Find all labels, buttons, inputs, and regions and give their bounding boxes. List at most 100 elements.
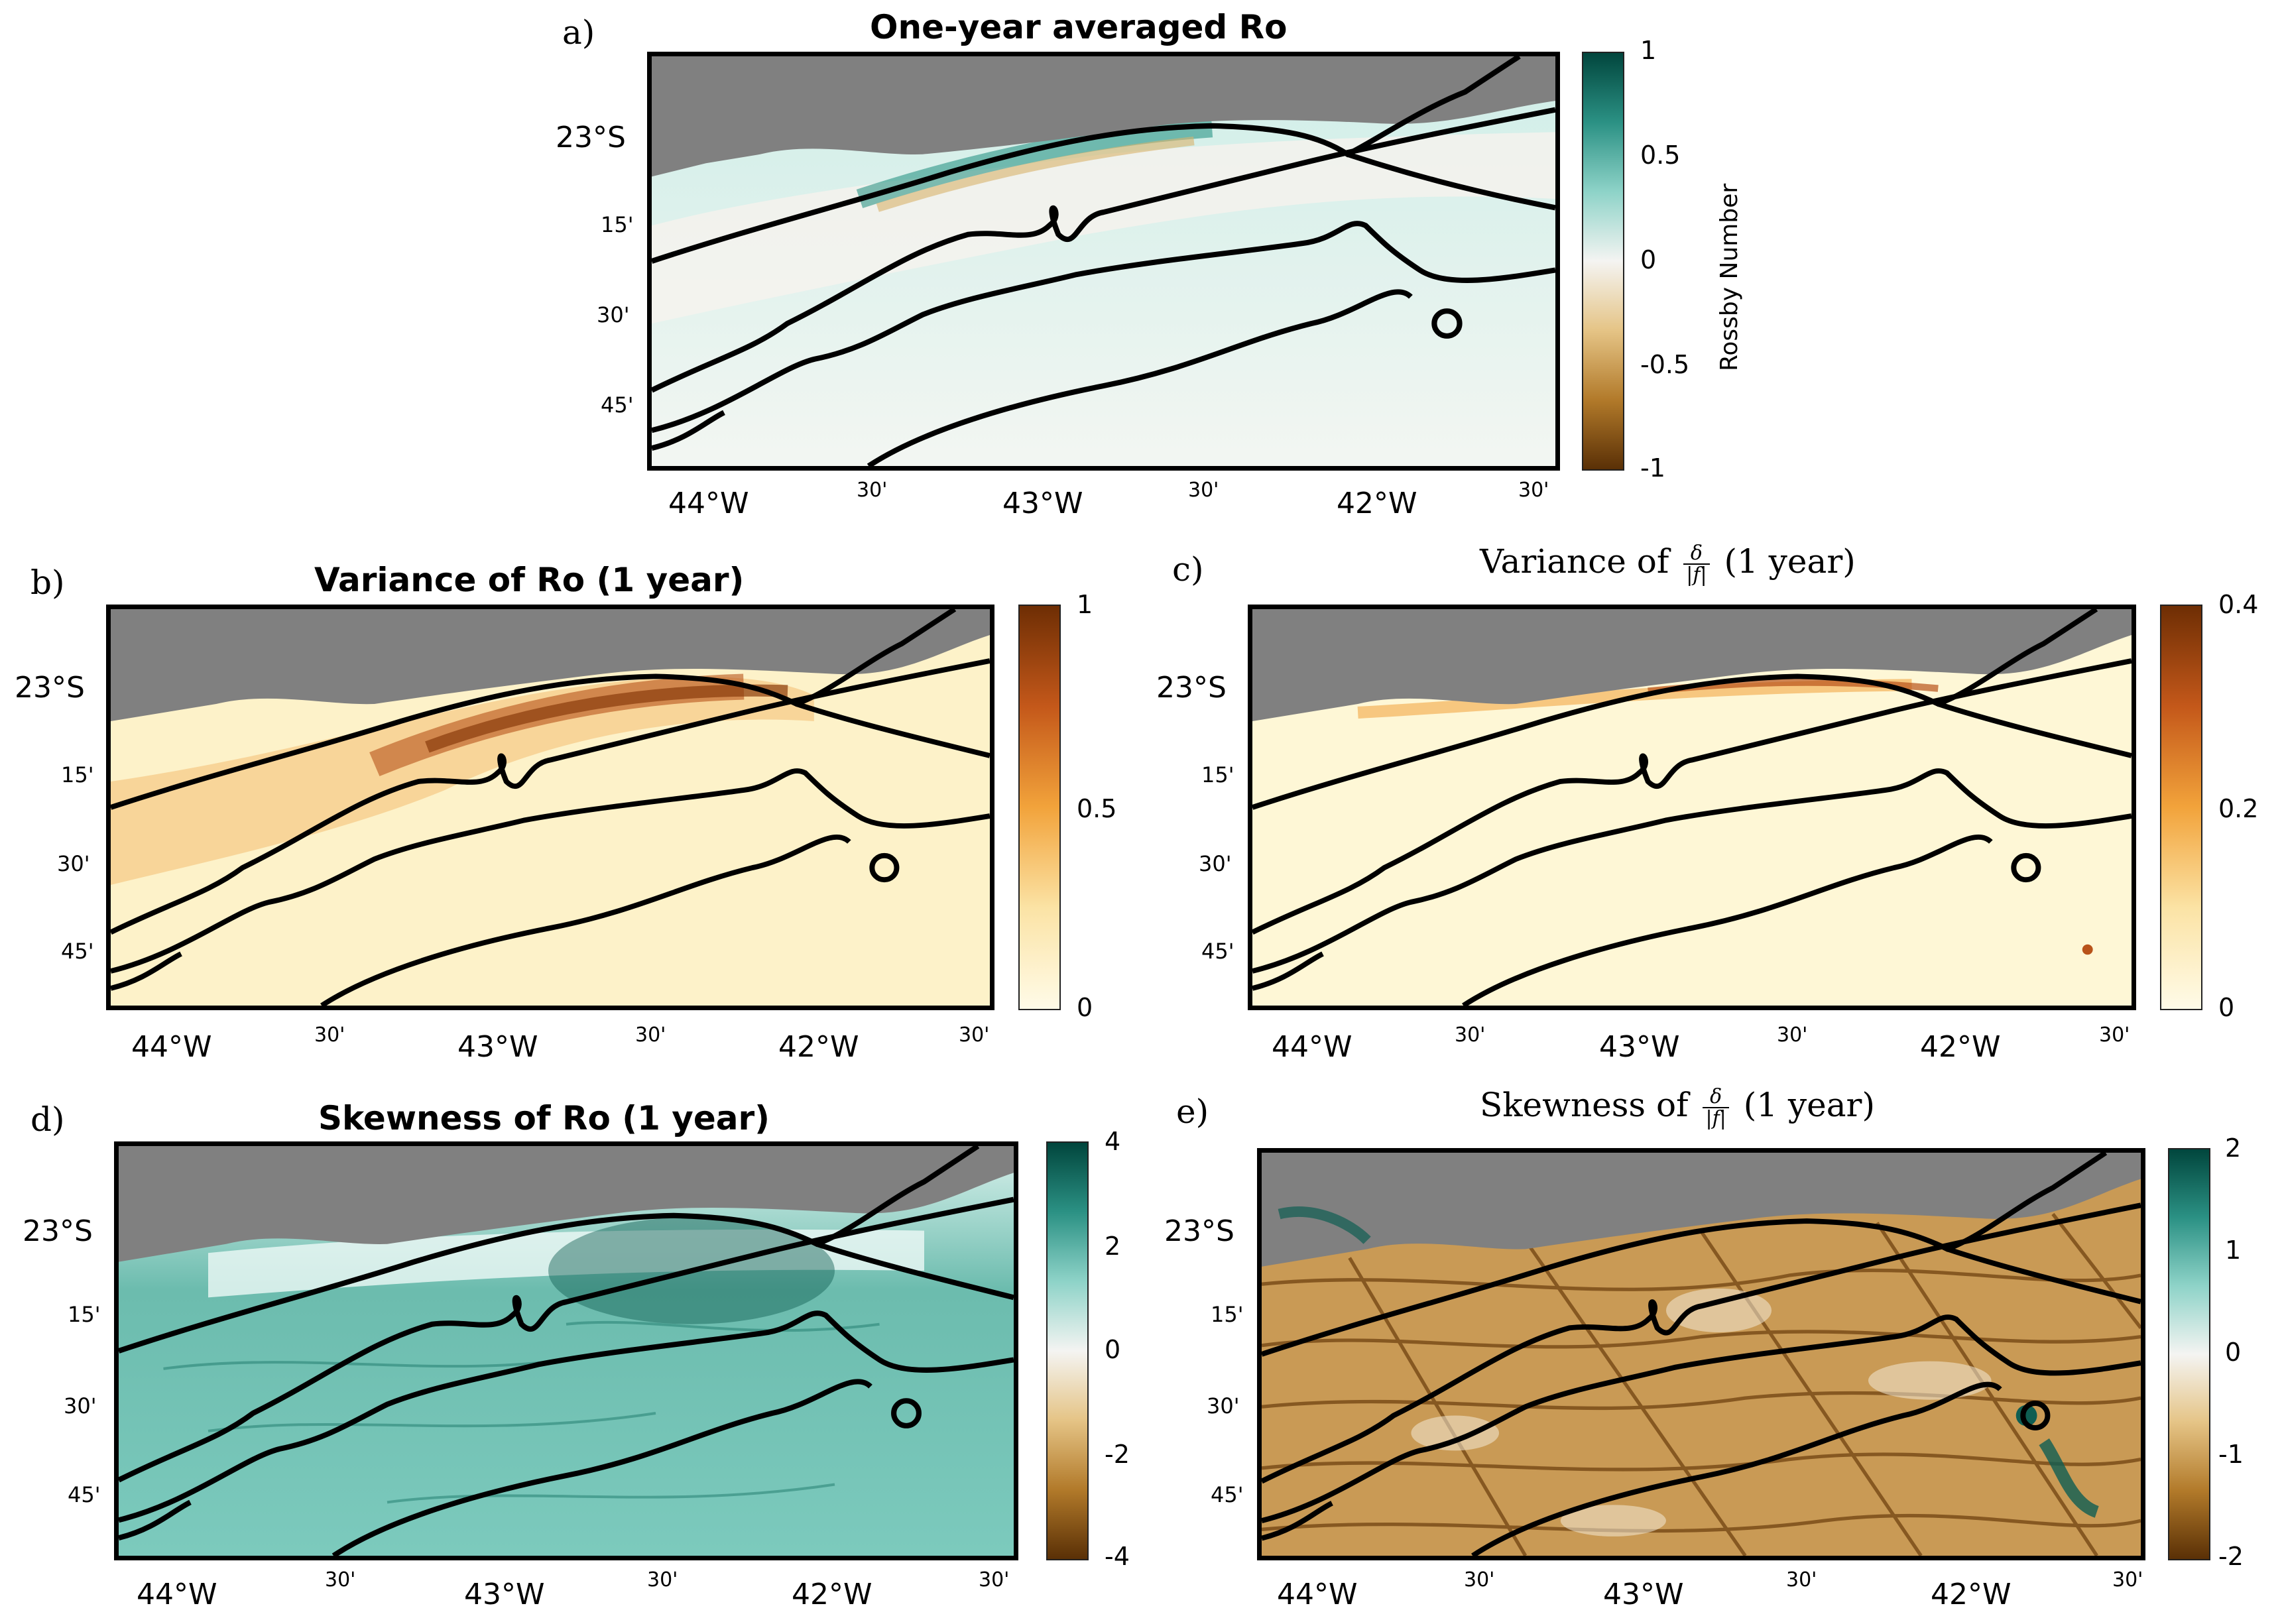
panel-c-title: Variance of δ |f| (1 year) — [1480, 542, 1856, 586]
d-ytick-30: 30' — [64, 1393, 97, 1419]
c-ytick-45: 45' — [1201, 939, 1234, 964]
map-d-svg — [119, 1146, 1014, 1556]
map-b-svg — [111, 609, 990, 1006]
c-cb-tick-04: 0.4 — [2218, 590, 2259, 619]
b-ytick-23s: 23°S — [15, 671, 85, 705]
c-cb-tick-02: 0.2 — [2218, 794, 2259, 823]
b-xtick-30c: 30' — [959, 1023, 990, 1047]
d-xtick-44w: 44°W — [137, 1578, 217, 1611]
panel-a-colorbar — [1582, 52, 1624, 471]
c-frac-den: |f| — [1686, 563, 1707, 587]
d-cb-tick-m4: -4 — [1105, 1542, 1130, 1571]
land-mask — [119, 1146, 1014, 1262]
c-title-fraction: δ |f| — [1683, 542, 1710, 587]
panel-c-colorbar — [2160, 605, 2202, 1010]
c-xtick-30b: 30' — [1777, 1023, 1808, 1047]
c-xtick-43w: 43°W — [1599, 1030, 1680, 1064]
a-ytick-15: 15' — [601, 212, 634, 237]
c-ytick-30: 30' — [1199, 851, 1232, 876]
panel-e-colorbar — [2168, 1148, 2210, 1560]
land-mask — [111, 609, 990, 721]
c-xtick-42w: 42°W — [1920, 1030, 2001, 1064]
panel-c-letter: c) — [1172, 550, 1204, 589]
a-xtick-42w: 42°W — [1337, 487, 1417, 520]
a-cb-tick-1: 1 — [1640, 36, 1657, 65]
e-cb-tick-m1: -1 — [2218, 1440, 2244, 1469]
e-title-prefix: Skewness of — [1480, 1086, 1689, 1124]
a-xtick-30b: 30' — [1188, 479, 1219, 502]
c-ytick-15: 15' — [1201, 762, 1234, 787]
panel-e-letter: e) — [1176, 1092, 1209, 1131]
d-cb-tick-m2: -2 — [1105, 1440, 1130, 1469]
e-title-fraction: δ |f| — [1703, 1086, 1729, 1130]
panel-b-colorbar — [1018, 605, 1061, 1010]
e-frac-den: |f| — [1705, 1107, 1726, 1130]
b-cb-tick-0: 0 — [1077, 993, 1093, 1022]
d-xtick-43w: 43°W — [464, 1578, 545, 1611]
b-xtick-44w: 44°W — [131, 1030, 212, 1064]
d-xtick-42w: 42°W — [792, 1578, 872, 1611]
a-xtick-43w: 43°W — [1002, 487, 1083, 520]
c-frac-num: δ — [1683, 542, 1710, 565]
b-xtick-30a: 30' — [314, 1023, 345, 1047]
e-xtick-30c: 30' — [2112, 1568, 2143, 1592]
land-mask — [1252, 609, 2132, 721]
d-cb-tick-0: 0 — [1105, 1335, 1121, 1364]
e-ytick-30: 30' — [1207, 1393, 1240, 1419]
panel-a-map — [647, 52, 1560, 471]
a-ytick-45: 45' — [601, 392, 634, 418]
e-cb-tick-m2: -2 — [2218, 1542, 2244, 1571]
panel-e-title: Skewness of δ |f| (1 year) — [1480, 1086, 1875, 1130]
a-cb-tick-05: 0.5 — [1640, 141, 1681, 170]
d-ytick-23s: 23°S — [23, 1214, 93, 1248]
c-xtick-30a: 30' — [1455, 1023, 1486, 1047]
contours — [1262, 1153, 2141, 1556]
panel-d-map — [114, 1141, 1018, 1560]
panel-a-title: One-year averaged Ro — [870, 8, 1288, 46]
e-xtick-44w: 44°W — [1277, 1578, 1358, 1611]
contours — [1252, 609, 2132, 1006]
d-cb-tick-4: 4 — [1105, 1127, 1121, 1156]
e-xtick-42w: 42°W — [1931, 1578, 2012, 1611]
map-e-svg — [1262, 1153, 2141, 1556]
a-cb-tick-m1: -1 — [1640, 453, 1665, 483]
map-c-svg — [1252, 609, 2132, 1006]
panel-b-title: Variance of Ro (1 year) — [314, 561, 745, 599]
b-xtick-43w: 43°W — [457, 1030, 538, 1064]
e-xtick-30a: 30' — [1464, 1568, 1495, 1592]
panel-c-map — [1248, 605, 2136, 1010]
panel-b-map — [106, 605, 994, 1010]
c-title-suffix: (1 year) — [1724, 542, 1856, 581]
c-title-prefix: Variance of — [1480, 542, 1669, 581]
d-ytick-45: 45' — [68, 1482, 101, 1507]
c-ytick-23s: 23°S — [1156, 671, 1227, 705]
panel-e-map — [1257, 1148, 2145, 1560]
a-cb-tick-0: 0 — [1640, 245, 1657, 274]
contours — [652, 56, 1555, 466]
e-ytick-23s: 23°S — [1164, 1214, 1234, 1248]
panel-a-letter: a) — [562, 13, 595, 52]
e-frac-num: δ — [1703, 1086, 1729, 1108]
e-cb-tick-0: 0 — [2225, 1338, 2242, 1367]
land-mask — [1262, 1153, 2141, 1267]
d-ytick-15: 15' — [68, 1302, 101, 1327]
c-xtick-30c: 30' — [2099, 1023, 2130, 1047]
c-cb-tick-0: 0 — [2218, 993, 2235, 1022]
b-cb-tick-1: 1 — [1077, 590, 1093, 619]
e-title-suffix: (1 year) — [1743, 1086, 1875, 1124]
b-ytick-45: 45' — [61, 939, 94, 964]
a-xtick-44w: 44°W — [668, 487, 749, 520]
b-ytick-15: 15' — [61, 762, 94, 787]
d-xtick-30a: 30' — [325, 1568, 356, 1592]
b-xtick-30b: 30' — [635, 1023, 666, 1047]
a-ytick-30: 30' — [597, 302, 630, 327]
panel-d-letter: d) — [30, 1100, 65, 1139]
e-ytick-45: 45' — [1211, 1482, 1244, 1507]
a-cb-tick-m05: -0.5 — [1640, 350, 1690, 379]
a-xtick-30c: 30' — [1518, 479, 1549, 502]
b-xtick-42w: 42°W — [778, 1030, 859, 1064]
a-ytick-23s: 23°S — [556, 121, 626, 154]
e-cb-tick-2: 2 — [2225, 1133, 2242, 1163]
b-ytick-30: 30' — [57, 851, 90, 876]
e-cb-tick-1: 1 — [2225, 1236, 2242, 1265]
